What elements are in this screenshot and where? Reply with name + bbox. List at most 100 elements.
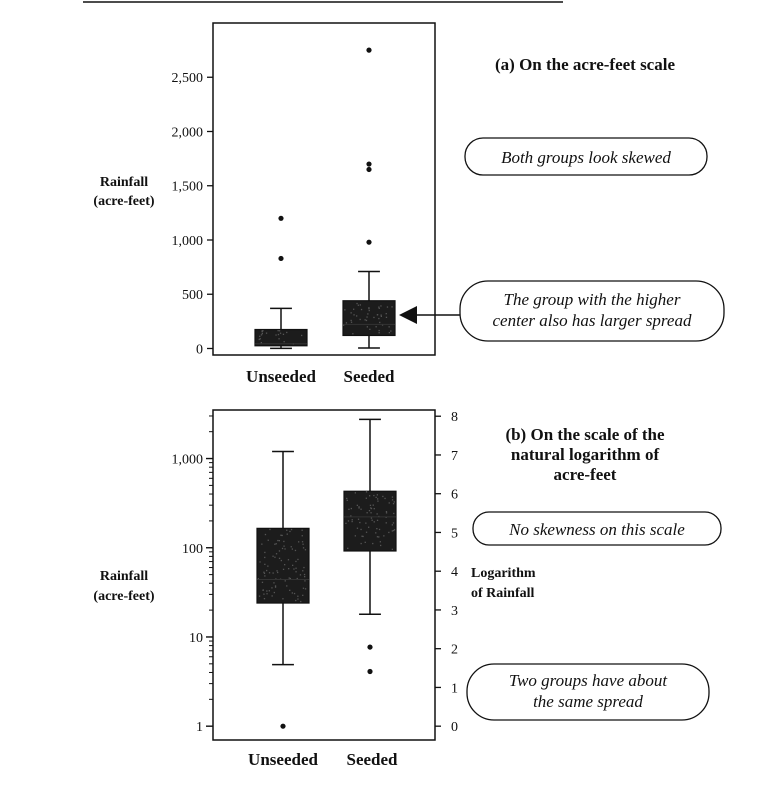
panel-b-seeded-texture-dot [376,536,379,538]
panel-b-unseeded-texture-dot [286,585,288,587]
panel-b-y2-tick-label: 1 [451,681,458,696]
panel-b-unseeded-texture-dot [271,595,273,597]
panel-b-seeded-texture-dot [356,527,359,529]
panel-b-seeded-texture-dot [346,497,348,500]
panel-b-y2-tick-label: 5 [451,526,458,541]
panel-b-unseeded-texture-dot [304,580,306,582]
panel-b-y2-ticks: 0 1 2 3 4 5 6 7 8 [435,410,458,735]
panel-a-seeded-texture-dot [343,324,345,326]
panel-a-seeded-texture-dot [379,321,381,324]
panel-b-y2-tick-label: 8 [451,410,458,425]
panel-b-seeded-texture-dot [350,515,352,517]
panel-b-unseeded-texture [257,528,307,603]
panel-b-unseeded-texture-dot [293,568,295,570]
panel-b-seeded-texture-dot [354,492,356,494]
panel-b-ylabel-line1: Rainfall [100,569,148,584]
panel-b-y-ticks: 1 10 100 1,000 [172,415,213,735]
panel-a-title: (a) On the acre-feet scale [495,55,675,74]
panel-a-unseeded-texture-dot [278,338,280,340]
panel-b-y2-tick-label: 4 [451,565,458,580]
panel-a-seeded-texture-dot [368,309,370,312]
panel-b-unseeded-texture-dot [303,566,305,569]
panel-b-unseeded-texture-dot [274,585,277,587]
panel-a-y-tick-label: 2,000 [172,125,204,140]
panel-b-unseeded-texture-dot [271,587,273,589]
panel-b-unseeded-texture-dot [296,577,298,580]
panel-b-seeded-texture-dot [345,522,347,524]
panel-b-unseeded-texture-dot [268,590,270,592]
panel-b-unseeded-texture-dot [284,548,286,550]
panel-b-unseeded-box [256,450,310,729]
panel-b-unseeded-texture-dot [304,576,306,578]
panel-a-seeded-texture-dot [378,317,380,320]
panel-b-unseeded-texture-dot [264,563,266,565]
panel-b-y2label-line1: Logarithm [471,566,536,581]
panel-a-seeded-texture-dot [364,319,366,321]
panel-a-seeded-texture-dot [357,304,359,306]
panel-a-y-tick-label: 2,500 [172,71,204,86]
panel-a-y-ticks: 0 500 1,000 1,500 2,000 2,500 [172,71,213,357]
panel-b-unseeded-texture-dot [281,534,283,537]
panel-b-y2-tick-label: 3 [451,604,458,619]
panel-b: 1 10 100 1,000 0 1 2 3 4 5 6 7 8 Rainfall (acre-fee… [93,409,722,769]
panel-a-y-tick-label: 1,500 [172,180,204,195]
panel-a-seeded-texture-dot [378,307,380,309]
panel-a-seeded-texture-dot [368,307,370,309]
panel-b-unseeded-texture-dot [295,567,297,569]
panel-b-seeded-texture-dot [382,495,384,498]
panel-a-ylabel-line2: (acre-feet) [93,194,154,209]
panel-b-unseeded-texture-dot [302,594,304,596]
panel-b-unseeded-texture-dot [261,581,264,583]
panel-a-seeded-texture-dot [388,332,390,334]
panel-a-seeded-iqr-box [342,300,396,337]
panel-b-seeded-texture-dot [391,496,394,498]
panel-a: 0 500 1,000 1,500 2,000 2,500 Rainfall (acre-… [93,22,725,386]
panel-b-unseeded-texture-dot [297,595,299,597]
panel-a-seeded-texture-dot [375,326,377,328]
panel-a-unseeded-texture-dot [261,331,263,333]
panel-b-unseeded-texture-dot [289,530,291,533]
panel-b-seeded-texture-dot [365,531,368,533]
panel-b-seeded-texture-dot [370,507,373,510]
panel-b-seeded-texture-dot [360,528,362,531]
panel-a-cat-unseeded: Unseeded [246,367,316,386]
panel-a-seeded-texture-dot [380,315,382,317]
panel-a-seeded-texture-dot [381,324,384,326]
panel-a-boxes [254,47,396,350]
panel-b-unseeded-texture-dot [267,539,269,541]
panel-b-unseeded-texture-dot [295,560,297,563]
panel-a-unseeded-texture-dot [259,335,261,337]
panel-b-unseeded-texture-dot [273,591,275,594]
panel-a-seeded-texture-dot [368,308,370,310]
panel-a-unseeded-outlier [278,255,284,262]
panel-b-unseeded-texture-dot [264,556,266,559]
panel-b-unseeded-texture-dot [292,564,294,566]
panel-a-unseeded-outlier [278,215,284,221]
panel-b-seeded-texture-dot [376,519,379,521]
panel-b-unseeded-texture-dot [266,593,268,595]
panel-a-seeded-texture-dot [388,326,390,328]
callout-spread-text-line1: The group with the higher [504,290,681,309]
panel-a-unseeded-texture-dot [277,330,279,332]
panel-b-seeded-texture-dot [393,501,395,503]
panel-b-seeded-texture-dot [391,499,394,501]
panel-a-unseeded-texture-dot [277,333,280,336]
callout-spread-bubble [459,280,725,342]
panel-b-y2-tick-label: 0 [451,720,458,735]
panel-b-unseeded-texture-dot [287,559,290,561]
panel-a-seeded-texture-dot [350,312,352,314]
panel-b-unseeded-texture-dot [264,533,267,536]
panel-b-cat-unseeded: Unseeded [248,750,318,769]
panel-a-unseeded-texture-dot [265,332,268,334]
panel-b-unseeded-texture-dot [280,559,282,562]
panel-a-unseeded-texture-dot [286,331,288,334]
panel-b-y2label-line2: of Rainfall [471,586,535,601]
panel-b-seeded-texture-dot [357,518,360,520]
panel-b-unseeded-texture-dot [302,587,305,589]
panel-b-ylabel-line2: (acre-feet) [93,589,154,604]
panel-b-unseeded-outlier [280,723,286,729]
panel-a-unseeded-texture-dot [261,333,263,335]
panel-b-seeded-texture-dot [361,535,363,537]
panel-b-unseeded-texture-dot [272,555,274,557]
panel-b-seeded-texture-dot [356,504,358,506]
